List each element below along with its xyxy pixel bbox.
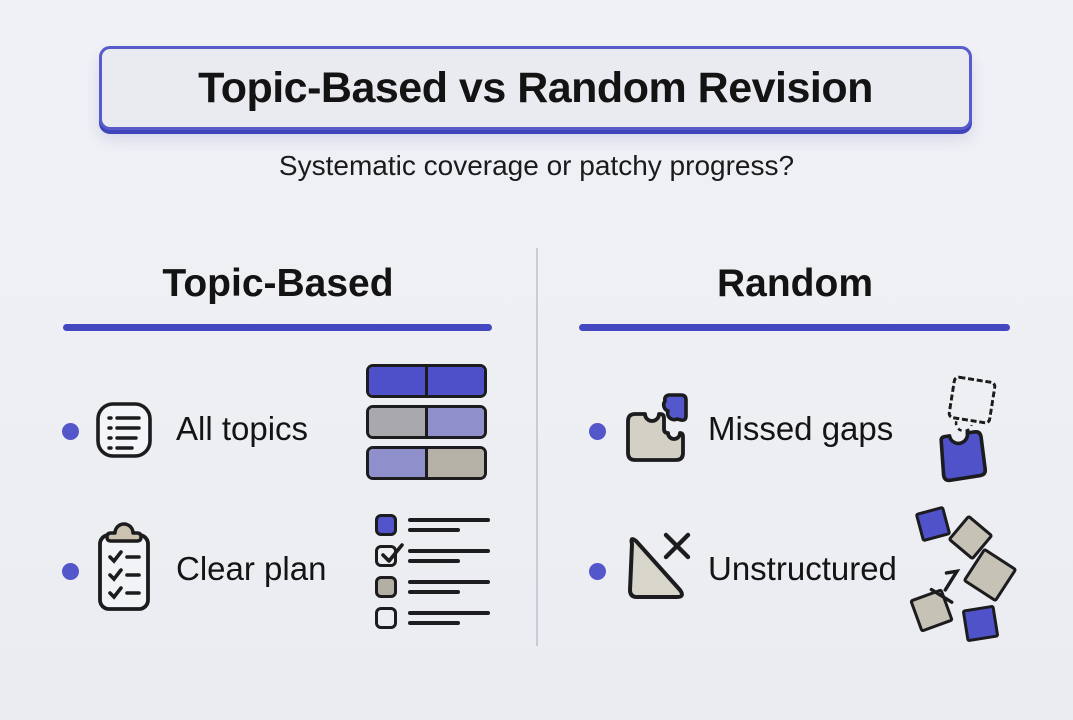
checklist-row bbox=[375, 575, 490, 598]
block-cell bbox=[428, 449, 484, 477]
checkbox-filled-beige bbox=[375, 575, 397, 598]
block-row bbox=[366, 364, 487, 398]
scatter-square-purple bbox=[914, 505, 952, 543]
block-cell bbox=[428, 408, 484, 436]
checkbox-filled-purple bbox=[375, 513, 397, 536]
right-header-underline bbox=[579, 324, 1010, 331]
title-box: Topic-Based vs Random Revision bbox=[99, 46, 972, 130]
item-label-clear-plan: Clear plan bbox=[176, 550, 327, 587]
missing-puzzle-piece-graphic bbox=[928, 372, 1018, 490]
bullet-dot bbox=[62, 563, 79, 580]
clipboard-checklist-icon bbox=[94, 522, 154, 616]
checklist-row bbox=[375, 513, 490, 536]
checkbox-empty bbox=[375, 606, 397, 629]
item-label-all-topics: All topics bbox=[176, 410, 309, 447]
block-row bbox=[366, 446, 487, 480]
checklist-graphic bbox=[375, 513, 490, 629]
checklist-row bbox=[375, 606, 490, 629]
scatter-square-purple bbox=[961, 604, 1000, 643]
block-row bbox=[366, 405, 487, 439]
block-cell bbox=[369, 449, 428, 477]
loose-puzzle-piece bbox=[939, 430, 988, 483]
left-column-header: Topic-Based bbox=[162, 262, 394, 305]
dashed-empty-slot bbox=[946, 374, 998, 426]
block-cell bbox=[428, 367, 484, 395]
checklist-lines bbox=[408, 548, 490, 563]
scattered-squares-graphic bbox=[902, 503, 1018, 653]
checklist-row bbox=[375, 542, 490, 567]
bullet-dot bbox=[589, 423, 606, 440]
block-cell bbox=[369, 367, 428, 395]
coverage-blocks-grid bbox=[366, 364, 487, 480]
left-header-underline bbox=[63, 324, 492, 331]
list-icon bbox=[94, 400, 154, 460]
subtitle: Systematic coverage or patchy progress? bbox=[278, 150, 795, 181]
bullet-dot bbox=[589, 563, 606, 580]
page-title: Topic-Based vs Random Revision bbox=[198, 63, 873, 112]
slot-notch bbox=[954, 420, 973, 433]
checklist-lines bbox=[408, 579, 490, 594]
item-label-unstructured: Unstructured bbox=[708, 550, 897, 587]
bullet-dot bbox=[62, 423, 79, 440]
right-column-header: Random bbox=[717, 262, 873, 305]
column-divider bbox=[536, 248, 538, 646]
broken-triangle-icon bbox=[618, 526, 698, 610]
item-label-missed-gaps: Missed gaps bbox=[708, 410, 894, 447]
checklist-lines bbox=[408, 517, 490, 532]
block-cell bbox=[369, 408, 428, 436]
fallen-one-mark bbox=[929, 569, 961, 604]
puzzle-piece-icon bbox=[622, 390, 690, 466]
checklist-lines bbox=[408, 610, 490, 625]
checkbox-checked bbox=[375, 542, 404, 567]
